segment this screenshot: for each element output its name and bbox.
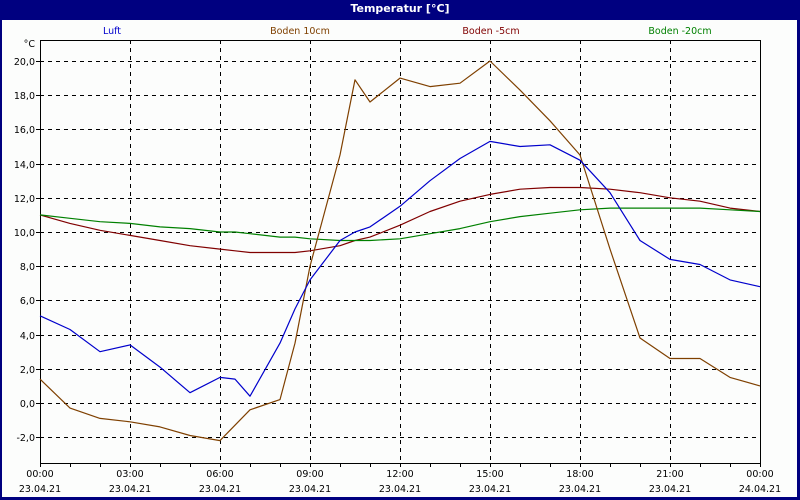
series-line-luft — [39, 140, 761, 397]
x-tick-time: 06:00 — [206, 469, 233, 480]
x-tick-date: 23.04.21 — [649, 484, 691, 495]
window-title: Temperatur [°C] — [0, 0, 800, 20]
y-tick-label: 16,0 — [14, 125, 35, 136]
x-tick-date: 23.04.21 — [469, 484, 511, 495]
legend-item-boden-20cm: Boden -20cm — [648, 26, 711, 37]
y-tick-label: 6,0 — [20, 296, 35, 307]
series-line-boden-5cm — [39, 186, 761, 254]
y-tick-label: 10,0 — [14, 228, 35, 239]
x-tick-time: 21:00 — [656, 469, 683, 480]
x-tick-date: 23.04.21 — [109, 484, 151, 495]
legend-item-boden-5cm: Boden -5cm — [462, 26, 519, 37]
x-tick-date: 23.04.21 — [199, 484, 241, 495]
x-tick-time: 00:00 — [746, 469, 773, 480]
series-line-boden-10cm — [39, 60, 761, 442]
y-tick-label: 20,0 — [14, 57, 35, 68]
x-tick-date: 23.04.21 — [289, 484, 331, 495]
x-tick-date: 24.04.21 — [739, 484, 781, 495]
chart-panel — [2, 20, 797, 497]
x-tick-date: 23.04.21 — [19, 484, 61, 495]
plot-frame — [40, 40, 761, 464]
y-tick-label: 0,0 — [20, 399, 35, 410]
y-tick-label: 12,0 — [14, 194, 35, 205]
x-tick-date: 23.04.21 — [379, 484, 421, 495]
x-tick-time: 18:00 — [566, 469, 593, 480]
y-tick-label: 14,0 — [14, 160, 35, 171]
x-tick-time: 09:00 — [296, 469, 323, 480]
y-tick-label: 8,0 — [20, 262, 35, 273]
y-tick-label: 2,0 — [20, 365, 35, 376]
x-tick-time: 03:00 — [116, 469, 143, 480]
x-tick-time: 15:00 — [476, 469, 503, 480]
series-line-boden-20cm — [39, 207, 761, 242]
y-axis-unit: °C — [24, 39, 36, 50]
legend-item-luft: Luft — [103, 26, 121, 37]
x-tick-time: 00:00 — [26, 469, 53, 480]
x-tick-time: 12:00 — [386, 469, 413, 480]
x-tick-date: 23.04.21 — [559, 484, 601, 495]
y-tick-label: 18,0 — [14, 91, 35, 102]
y-tick-label: 4,0 — [20, 331, 35, 342]
legend-item-boden-10cm: Boden 10cm — [270, 26, 330, 37]
y-tick-label: -2,0 — [16, 433, 35, 444]
